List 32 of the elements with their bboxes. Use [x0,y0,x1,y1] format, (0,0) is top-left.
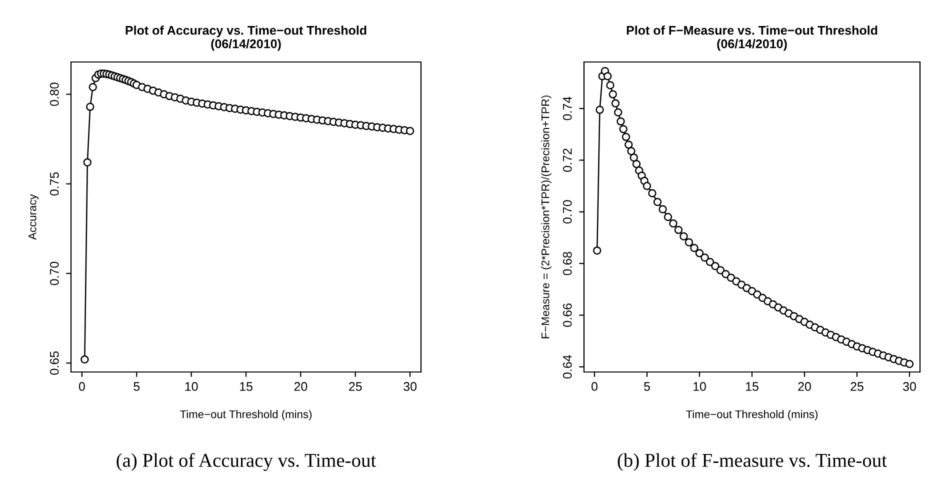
x-tick-label: 30 [404,382,417,391]
y-tick-label: 0.75 [50,172,59,196]
x-tick-label: 0 [78,382,85,391]
y-axis-title: Accuracy [28,194,39,240]
x-tick-label: 0 [592,382,598,391]
chart-title: Plot of Accuracy vs. Time−out Threshold (06/14/2010) [126,26,366,51]
x-tick-label: 20 [294,382,308,391]
y-tick-label: 0.66 [562,304,572,327]
y-tick-label: 0.72 [562,148,572,172]
x-tick-label: 25 [349,382,362,391]
y-tick-label: 0.70 [50,262,59,286]
x-tick-label: 30 [903,382,916,391]
x-tick-label: 20 [798,382,811,391]
y-axis-title: F−Measure = (2*Precision*TPR)/(Precision+TPR) [541,96,552,338]
x-axis-title: Time−out Threshold (mins) [686,410,818,420]
y-tick-label: 0.70 [562,200,572,224]
x-tick-label: 10 [694,382,706,391]
y-tick-label: 0.65 [50,351,59,375]
y-tick-label: 0.64 [562,355,572,379]
text: (b) Plot of F-measure vs. Time-out [618,453,887,471]
chart-title: Plot of F−Measure vs. Time−out Threshold (06/14/2010) [626,26,878,51]
x-tick-label: 15 [240,382,252,391]
x-tick-label: 25 [850,382,864,391]
y-tick-label: 0.74 [562,96,572,120]
text: (a) Plot of Accuracy vs. Time-out [116,453,376,471]
x-axis-title: Time−out Threshold (mins) [180,410,312,420]
x-tick-label: 15 [746,382,758,391]
x-tick-label: 5 [644,382,650,391]
y-tick-label: 0.80 [50,82,59,106]
y-tick-label: 0.68 [562,252,572,276]
x-tick-label: 5 [134,382,140,391]
x-tick-label: 10 [185,382,198,391]
